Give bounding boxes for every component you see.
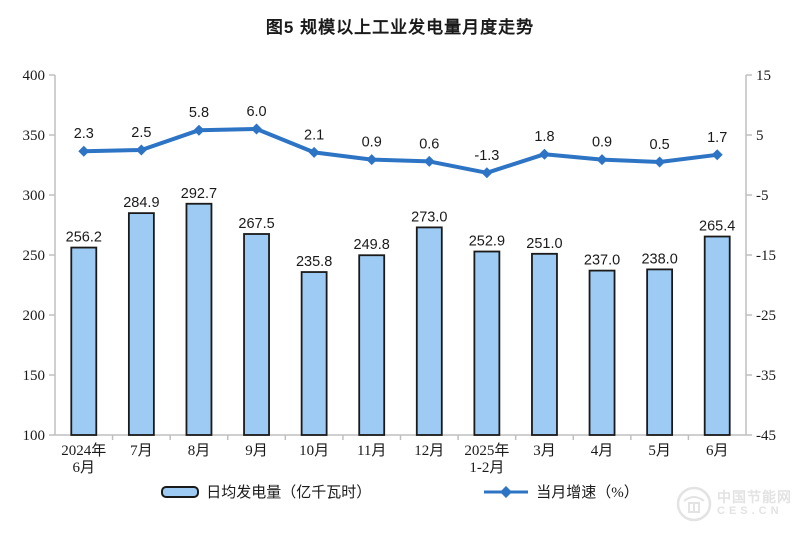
bar-value-labels: 256.2 284.9 292.7 267.5 235.8 249.8 273.0 252.9… — [66, 186, 736, 270]
bar-value-label: 251.0 — [526, 236, 562, 252]
line-value-label: 5.8 — [189, 105, 209, 121]
line-value-label: 2.3 — [74, 126, 94, 142]
legend-line-label: 当月增速（%） — [536, 485, 639, 501]
watermark-domain: CES.CN — [717, 505, 783, 517]
line-series-swatch-icon — [483, 485, 529, 498]
bar-value-label: 249.8 — [354, 237, 390, 253]
bar — [646, 268, 674, 436]
legend-bar-label: 日均发电量（亿千瓦时） — [206, 485, 372, 501]
x-axis-category-label: 6月 — [706, 443, 729, 459]
x-axis-category-label: 3月 — [533, 443, 556, 459]
bar-value-label: 273.0 — [411, 209, 447, 225]
line-value-label: 0.6 — [419, 136, 439, 152]
x-axis-category-label: 9月 — [245, 443, 268, 459]
right-axis-tick-label: -25 — [756, 308, 776, 324]
x-axis-category-label: 4月 — [591, 443, 614, 459]
line-marker — [308, 146, 320, 158]
bar-value-label: 292.7 — [181, 186, 217, 202]
bar-value-label: 256.2 — [66, 230, 102, 246]
x-axis-category-label: 12月 — [414, 443, 444, 459]
left-axis-tick-label: 300 — [23, 188, 46, 204]
bar — [300, 271, 328, 436]
line-marker — [193, 124, 205, 136]
line-value-labels: 2.3 2.5 5.8 6.0 2.1 0.9 0.6 -1.3 1.8 0.9 0.5 1.7 — [74, 104, 728, 164]
line-value-label: 2.1 — [304, 127, 324, 143]
line-marker — [78, 145, 90, 157]
line-marker — [711, 149, 723, 161]
x-axis-category-label: 10月 — [299, 443, 329, 459]
line-marker — [481, 167, 493, 179]
left-axis-tick-label: 350 — [23, 128, 46, 144]
bar — [185, 202, 213, 436]
bar-value-label: 237.0 — [584, 253, 620, 269]
line-value-label: 2.5 — [131, 125, 151, 141]
x-axis-category-label: 8月 — [188, 443, 211, 459]
x-axis-category-label: 7月 — [130, 443, 153, 459]
line-value-label: -1.3 — [474, 148, 499, 164]
watermark-name: 中国节能网 — [717, 489, 792, 505]
right-axis-tick-label: 5 — [756, 128, 764, 144]
right-axis-tick-label: -45 — [756, 428, 776, 444]
bar-value-label: 238.0 — [641, 251, 677, 267]
bar-series-swatch-icon — [161, 485, 200, 498]
line-marker — [538, 148, 550, 160]
bar — [415, 226, 443, 436]
chart-legend: 日均发电量（亿千瓦时） 当月增速（%） — [0, 481, 800, 502]
x-axis-category-label: 2024年 6月 — [61, 442, 106, 476]
bar — [358, 254, 386, 436]
left-axis-tick-label: 150 — [23, 368, 46, 384]
bar — [588, 269, 616, 436]
bar-value-label: 267.5 — [238, 216, 274, 232]
watermark-logo-icon — [676, 486, 712, 522]
right-axis-tick-label: 15 — [756, 68, 771, 84]
bar-value-label: 265.4 — [699, 219, 735, 235]
x-axis-category-label: 2025年 1-2月 — [464, 442, 509, 476]
bar — [127, 212, 155, 436]
bar-series — [70, 202, 731, 436]
right-axis-tick-label: -5 — [756, 188, 769, 204]
line-value-label: 1.8 — [534, 129, 554, 145]
legend-item-bar-series: 日均发电量（亿千瓦时） — [161, 481, 371, 502]
left-axis-tick-label: 400 — [23, 68, 46, 84]
line-marker — [251, 123, 263, 135]
bar-value-label: 235.8 — [296, 254, 332, 270]
left-axis-tick-label: 200 — [23, 308, 46, 324]
legend-item-line-series: 当月增速（%） — [483, 481, 639, 502]
right-axis-tick-label: -15 — [756, 248, 776, 264]
bar — [703, 235, 731, 436]
line-series — [78, 123, 723, 179]
line-path — [83, 127, 718, 175]
left-axis-tick-label: 250 — [23, 248, 46, 264]
line-value-label: 0.5 — [650, 137, 670, 153]
bar — [473, 250, 501, 436]
bar-value-label: 252.9 — [469, 234, 505, 250]
line-marker — [366, 154, 378, 166]
bar — [70, 246, 98, 436]
line-marker — [135, 144, 147, 156]
line-value-label: 1.7 — [707, 130, 727, 146]
right-axis-tick-label: -35 — [756, 368, 776, 384]
line-value-label: 6.0 — [246, 104, 266, 120]
line-value-label: 0.9 — [592, 135, 612, 151]
line-marker — [423, 155, 435, 167]
axis-tick-labels: 400 350 300 250 200 150 100 15 5 -5 -15 -25 -35 -45 20… — [23, 68, 777, 476]
chart-title: 图5 规模以上工业发电量月度走势 — [265, 18, 535, 37]
axes — [49, 74, 752, 440]
line-marker — [654, 156, 666, 168]
bar — [531, 252, 558, 436]
line-marker — [596, 154, 608, 166]
bar-value-label: 284.9 — [123, 195, 159, 211]
x-axis-category-label: 11月 — [357, 443, 386, 459]
x-axis-category-label: 5月 — [648, 443, 671, 459]
bar — [243, 233, 270, 436]
watermark: 中国节能网 CES.CN — [676, 486, 792, 522]
line-value-label: 0.9 — [362, 135, 382, 151]
left-axis-tick-label: 100 — [23, 428, 46, 444]
watermark-text: 中国节能网 CES.CN — [717, 490, 792, 518]
